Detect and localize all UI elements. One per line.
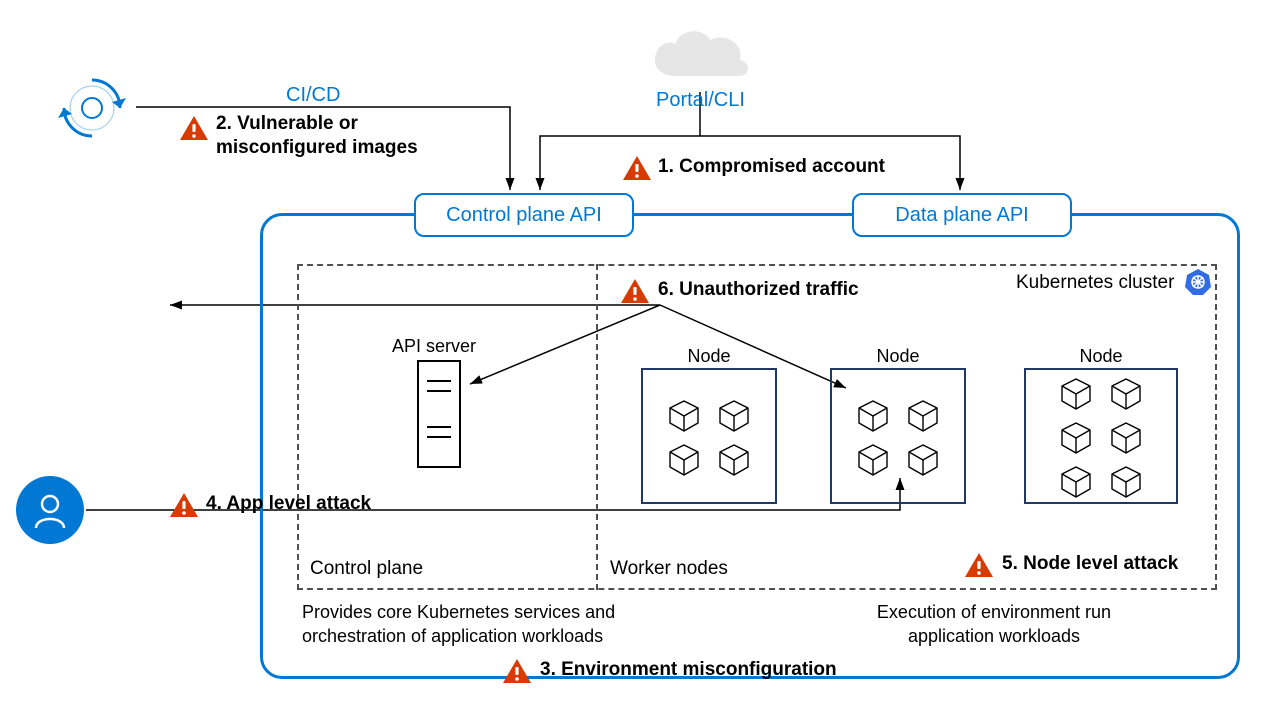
data-plane-api-label: Data plane API [895, 204, 1028, 227]
warning-icon [620, 278, 650, 304]
pod-cube-icon [1108, 464, 1144, 500]
pod-cube-icon [1058, 464, 1094, 500]
pod-cube-icon [666, 442, 702, 478]
node-label: Node [643, 346, 775, 367]
pod-cube-icon [716, 442, 752, 478]
warning-icon [169, 492, 199, 518]
threat-1-label: 1. Compromised account [658, 156, 885, 178]
warning-icon [964, 552, 994, 578]
worker-node-1: Node [641, 368, 777, 504]
cicd-label: CI/CD [286, 84, 340, 107]
pod-cube-icon [666, 398, 702, 434]
cicd-cycle-icon [52, 68, 132, 148]
user-icon [16, 476, 84, 544]
data-plane-api-box: Data plane API [852, 193, 1072, 237]
control-plane-api-box: Control plane API [414, 193, 634, 237]
api-server-label: API server [392, 336, 476, 357]
worker-nodes-desc: Execution of environment run application… [854, 600, 1134, 649]
pod-cube-icon [1108, 376, 1144, 412]
pod-cube-icon [716, 398, 752, 434]
node-label: Node [1026, 346, 1176, 367]
pod-cube-icon [905, 398, 941, 434]
threat-2-label: 2. Vulnerable or misconfigured images [216, 112, 436, 160]
kubernetes-icon [1184, 268, 1212, 296]
cluster-divider [596, 264, 598, 590]
threat-3-label: 3. Environment misconfiguration [540, 659, 837, 681]
worker-nodes-section-label: Worker nodes [610, 558, 728, 580]
api-server-icon [417, 360, 461, 468]
control-plane-section-label: Control plane [310, 558, 423, 580]
node-label: Node [832, 346, 964, 367]
pod-cube-icon [1108, 420, 1144, 456]
pod-cube-icon [855, 442, 891, 478]
threat-5-label: 5. Node level attack [1002, 553, 1178, 575]
control-plane-api-label: Control plane API [446, 204, 602, 227]
worker-node-3: Node [1024, 368, 1178, 504]
warning-icon [179, 115, 209, 141]
pod-cube-icon [905, 442, 941, 478]
pod-cube-icon [855, 398, 891, 434]
cloud-icon [644, 22, 756, 90]
pod-cube-icon [1058, 376, 1094, 412]
threat-6-label: 6. Unauthorized traffic [658, 279, 859, 301]
control-plane-desc: Provides core Kubernetes services and or… [302, 600, 662, 649]
pod-cube-icon [1058, 420, 1094, 456]
worker-node-2: Node [830, 368, 966, 504]
threat-4-label: 4. App level attack [206, 493, 371, 515]
warning-icon [502, 658, 532, 684]
kubernetes-cluster-label: Kubernetes cluster [1016, 272, 1174, 294]
warning-icon [622, 155, 652, 181]
portal-cli-label: Portal/CLI [656, 89, 745, 112]
